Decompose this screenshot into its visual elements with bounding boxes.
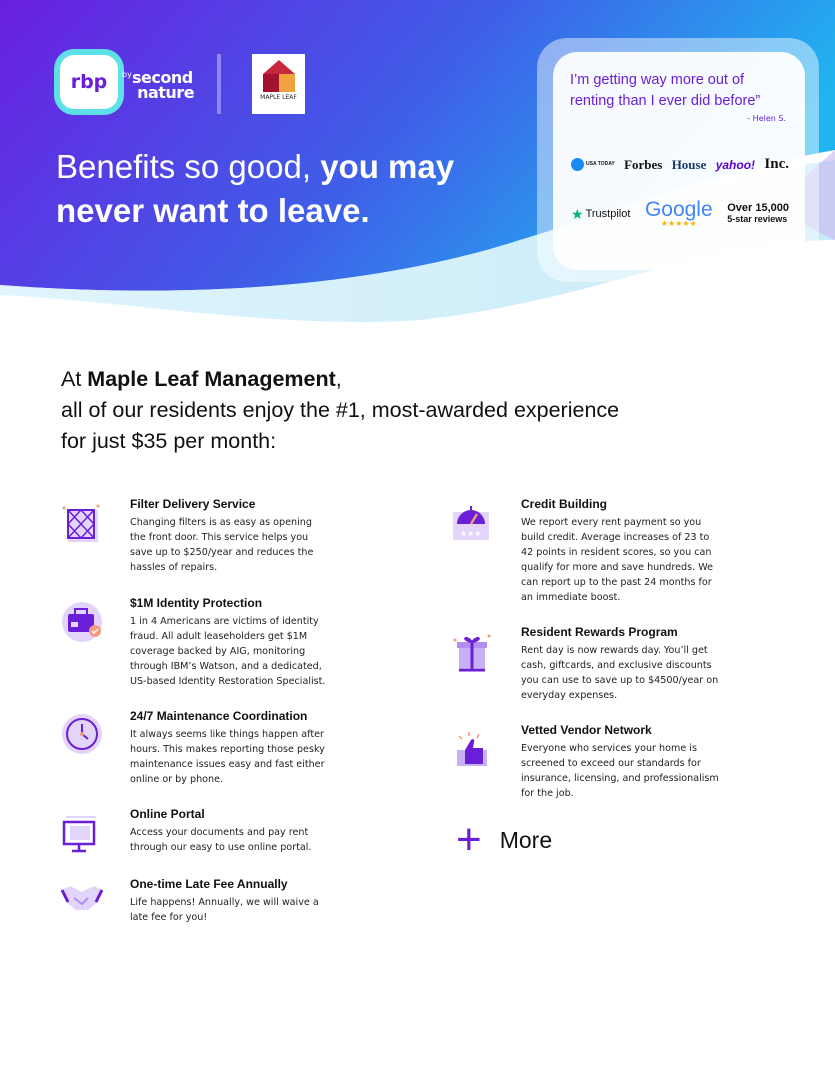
- review-badges: ★ Trustpilot Google ★★★★★ Over 15,000 5-sta…: [571, 198, 789, 228]
- filter-icon: [62, 504, 100, 542]
- hero-headline: Benefits so good, you may never want to l…: [56, 148, 455, 229]
- logo-divider: [217, 54, 221, 114]
- yahoo-logo: yahoo!: [715, 157, 756, 172]
- feature-late-fee: One-time Late Fee Annually Life happens! …: [130, 877, 319, 923]
- inc-logo: Inc.: [764, 156, 789, 172]
- trustpilot-logo: ★ Trustpilot: [571, 205, 631, 222]
- id-badge-icon: [62, 602, 102, 642]
- credit-gauge-icon: ★★★: [453, 506, 489, 540]
- feature-resident-rewards: Resident Rewards Program Rent day is now …: [521, 625, 719, 701]
- thumbs-up-icon: [457, 732, 487, 766]
- usa-today-logo: USA TODAY: [571, 158, 615, 171]
- clock-icon: [62, 714, 102, 754]
- maple-leaf-logo: MAPLE LEAF: [252, 54, 305, 114]
- monitor-icon: [62, 816, 96, 853]
- press-logos: USA TODAY Forbes House yahoo! Inc.: [571, 156, 789, 173]
- svg-text:★★★: ★★★: [460, 529, 482, 538]
- more-benefits: + More: [456, 815, 553, 864]
- rbp-logo: rbp: [60, 55, 118, 109]
- star-icon: ★: [571, 205, 584, 222]
- this-old-house-logo: House: [671, 156, 707, 172]
- forbes-logo: Forbes: [624, 156, 663, 172]
- by-label: by: [122, 70, 132, 79]
- gift-icon: [453, 634, 491, 672]
- more-label: More: [499, 826, 553, 853]
- feature-credit-building: Credit Building We report every rent paym…: [521, 497, 714, 603]
- handshake-icon: [60, 886, 104, 910]
- hero-banner: rbp by second nature MAPLE LEAF Benefits…: [0, 0, 835, 330]
- google-logo: Google ★★★★★: [644, 198, 713, 228]
- rating-stars: ★★★★★: [660, 219, 697, 228]
- intro-text: At Maple Leaf Management, all of our res…: [61, 367, 620, 453]
- feature-online-portal: Online Portal Access your documents and p…: [130, 807, 312, 853]
- feature-vendor-network: Vetted Vendor Network Everyone who servic…: [521, 723, 719, 799]
- second-nature-logo: second nature: [132, 68, 195, 102]
- review-count: Over 15,000 5-star reviews: [727, 202, 789, 225]
- testimonial-author: - Helen S.: [747, 114, 786, 123]
- feature-identity-protection: $1M Identity Protection 1 in 4 Americans …: [130, 596, 326, 687]
- testimonial-card: [553, 52, 805, 270]
- testimonial-quote: I’m getting way more out of renting than…: [570, 72, 761, 109]
- plus-icon: +: [456, 815, 482, 864]
- feature-filter-delivery: Filter Delivery Service Changing filters …: [130, 497, 314, 573]
- feature-maintenance: 24/7 Maintenance Coordination It always s…: [130, 709, 325, 785]
